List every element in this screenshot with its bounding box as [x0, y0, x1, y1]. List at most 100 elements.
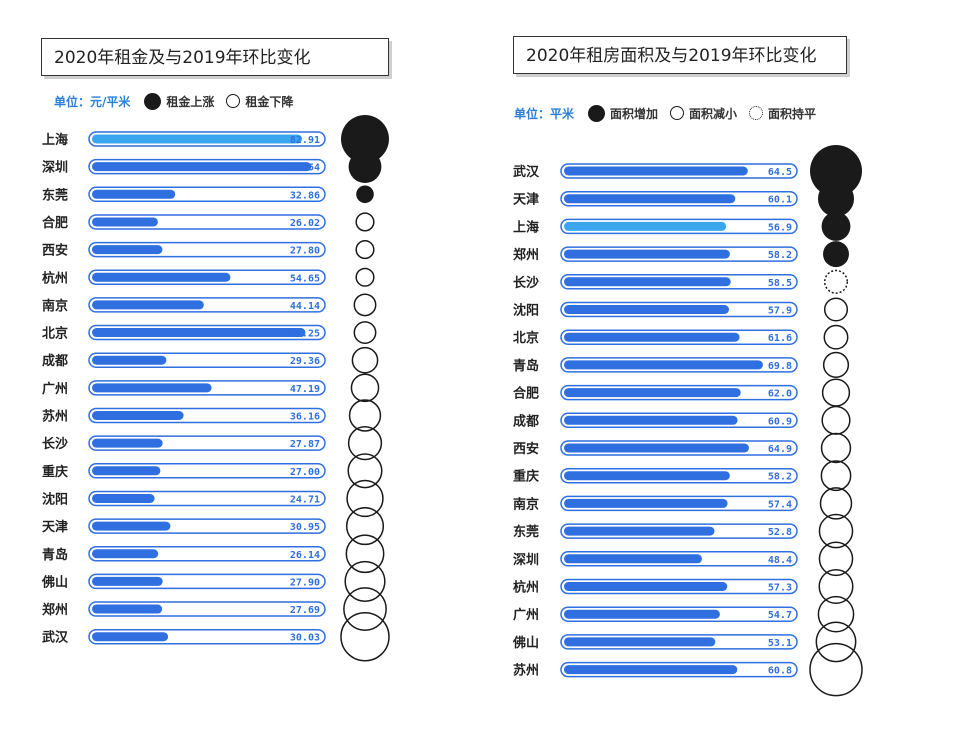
change-circle [818, 568, 854, 605]
bar [564, 526, 715, 536]
change-circle [821, 211, 851, 241]
category-label: 深圳 [513, 552, 539, 568]
legend-item-decrease: 租金下降 [226, 93, 293, 110]
bar-row: 广州 47.19 [42, 373, 380, 403]
category-label: 北京 [513, 330, 539, 346]
category-label: 东莞 [513, 524, 539, 540]
bar [92, 217, 158, 227]
value-label: 64.9 [768, 444, 792, 455]
change-circle [817, 180, 855, 217]
bar [92, 576, 163, 586]
category-label: 西安 [513, 441, 539, 457]
bar-row: 武汉 64.5 [513, 145, 862, 197]
value-label: 48.4 [768, 555, 792, 566]
bar-row: 南京 44.14 [42, 293, 377, 317]
category-label: 长沙 [42, 436, 68, 452]
bar [92, 134, 303, 144]
value-label: 57.4 [768, 499, 792, 510]
area-bar-chart: 武汉 64.5 天津 60.1 上海 56.9 郑州 58.2 长沙 58.5 沈阳 57.9 北京 61… [512, 145, 863, 697]
value-label: 61.6 [768, 333, 792, 344]
bar-row: 沈阳 24.71 [42, 479, 384, 518]
category-label: 合肥 [513, 386, 539, 402]
bar [92, 604, 163, 614]
chart-title: 2020年租金及与2019年环比变化 [41, 38, 389, 76]
bar [92, 383, 212, 393]
value-label: 27.90 [290, 577, 320, 588]
bar-row: 杭州 54.65 [42, 267, 375, 287]
legend-label: 面积减小 [689, 106, 738, 121]
change-circle [822, 351, 850, 378]
value-label: 69.8 [768, 361, 792, 372]
rent-chart-panel: 2020年租金及与2019年环比变化 单位：元/平米 租金上涨 租金下降 上海 8… [41, 38, 390, 662]
category-label: 天津 [513, 192, 539, 208]
bar [564, 582, 728, 591]
value-label: 54.65 [290, 273, 320, 284]
value-label: 32.86 [290, 190, 320, 201]
bar [92, 549, 159, 559]
category-label: 佛山 [512, 635, 539, 651]
bar-row: 东莞 32.86 [42, 185, 374, 203]
bar-row: 成都 29.36 [42, 346, 379, 374]
change-circle [820, 460, 852, 492]
change-circle [810, 145, 862, 197]
bar-row: 青岛 26.14 [42, 534, 385, 574]
change-circle [809, 642, 863, 697]
category-label: 青岛 [42, 547, 68, 563]
bar [564, 415, 738, 425]
bar-row: 西安 64.9 [513, 432, 852, 464]
value-label: 27.69 [290, 605, 320, 616]
value-label: 30.95 [290, 522, 320, 533]
change-circle [823, 297, 849, 322]
change-circle [823, 269, 849, 294]
bar-row: 深圳 86.54 [42, 150, 382, 184]
category-label: 天津 [42, 519, 68, 535]
bar-row: 郑州 27.69 [42, 587, 387, 631]
legend-label: 租金上涨 [166, 94, 215, 109]
category-label: 东莞 [42, 187, 68, 203]
change-circle [355, 267, 375, 287]
category-label: 广州 [513, 607, 539, 623]
unit-label: 单位：平米 [514, 106, 575, 121]
bar [564, 166, 748, 176]
unit-label: 单位：元/平米 [54, 94, 131, 109]
category-label: 西安 [42, 243, 68, 259]
value-label: 64.5 [768, 167, 792, 178]
change-circle [347, 453, 383, 489]
value-label: 27.80 [290, 246, 320, 257]
value-label: 60.9 [768, 416, 792, 427]
change-circle [355, 212, 375, 232]
category-label: 长沙 [513, 275, 539, 291]
category-label: 郑州 [42, 602, 68, 618]
value-label: 60.1 [768, 195, 792, 206]
category-label: 佛山 [41, 574, 68, 590]
bar [92, 189, 176, 199]
bar [92, 355, 167, 365]
bar-row: 武汉 30.03 [42, 611, 390, 662]
legend-label: 面积持平 [768, 106, 817, 121]
outline-circle-icon [670, 106, 685, 120]
value-label: 60.8 [768, 666, 792, 677]
category-label: 北京 [42, 326, 68, 342]
bar [92, 632, 169, 642]
category-label: 上海 [42, 132, 68, 148]
category-label: 苏州 [513, 663, 539, 679]
bar [564, 609, 720, 619]
value-label: 54.7 [768, 610, 792, 621]
bar-row: 佛山 53.1 [512, 621, 857, 663]
legend-label: 面积增加 [610, 106, 659, 121]
bar-row: 天津 30.95 [42, 507, 385, 546]
change-circle [348, 399, 382, 432]
change-circle [343, 587, 387, 631]
bar [92, 521, 171, 531]
filled-circle-icon [144, 92, 162, 110]
category-label: 重庆 [42, 464, 68, 480]
category-label: 重庆 [513, 469, 539, 485]
change-circle [351, 346, 379, 374]
bar-row: 长沙 58.5 [513, 269, 849, 294]
bar [92, 466, 161, 476]
bar-row: 上海 56.9 [513, 211, 851, 241]
chart-legend: 单位：元/平米 租金上涨 租金下降 [54, 91, 305, 111]
change-circle [347, 426, 383, 461]
category-label: 沈阳 [42, 491, 68, 507]
value-label: 84.25 [290, 329, 320, 340]
